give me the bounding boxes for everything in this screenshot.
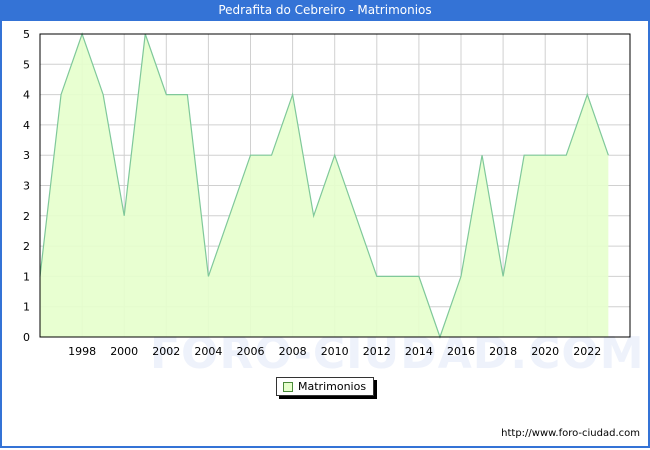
x-tick-label: 2022	[573, 345, 601, 358]
y-tick-label: 4	[23, 119, 30, 132]
area-fill	[40, 34, 609, 337]
y-tick-label: 2	[23, 210, 30, 223]
x-tick-label: 2006	[237, 345, 265, 358]
x-tick-label: 1998	[68, 345, 96, 358]
x-tick-label: 2012	[363, 345, 391, 358]
x-tick-label: 2000	[110, 345, 138, 358]
y-tick-label: 3	[23, 149, 30, 162]
x-tick-label: 2014	[405, 345, 433, 358]
plot-border	[39, 33, 631, 338]
area-line	[39, 32, 609, 339]
y-tick-label: 5	[23, 58, 30, 71]
legend: Matrimonios	[276, 377, 374, 396]
legend-label: Matrimonios	[298, 380, 367, 393]
x-tick-label: 2018	[489, 345, 517, 358]
y-tick-label: 1	[23, 270, 30, 283]
x-tick-label: 2016	[447, 345, 475, 358]
x-tick-label: 2010	[321, 345, 349, 358]
y-tick-label: 5	[23, 28, 30, 41]
x-tick-label: 2004	[194, 345, 222, 358]
y-tick-label: 4	[23, 89, 30, 102]
y-tick-label: 1	[23, 301, 30, 314]
source-url: http://www.foro-ciudad.com	[501, 428, 640, 439]
x-tick-label: 2020	[531, 345, 559, 358]
chart-title: Pedrafita do Cebreiro - Matrimonios	[0, 0, 650, 21]
x-tick-label: 2008	[279, 345, 307, 358]
y-tick-label: 0	[23, 331, 30, 344]
y-tick-label: 2	[23, 240, 30, 253]
legend-swatch-icon	[283, 382, 293, 392]
y-tick-label: 3	[23, 180, 30, 193]
x-tick-label: 2002	[152, 345, 180, 358]
